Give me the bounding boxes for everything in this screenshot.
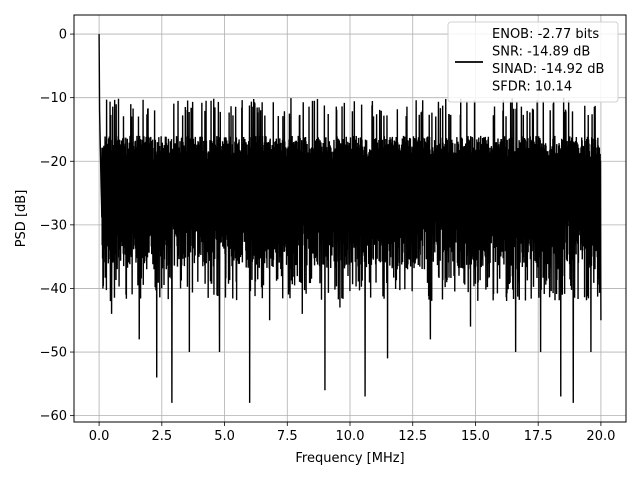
legend-entry: SINAD: -14.92 dB [492,62,604,77]
legend-box [447,21,619,103]
legend-entry: SNR: -14.89 dB [492,45,590,60]
y-tick-label: −60 [40,409,67,424]
x-axis-label: Frequency [MHz] [295,451,404,466]
y-tick-label: −40 [40,282,67,297]
x-tick-label: 17.5 [524,429,553,444]
y-axis: 0 −10 −20 −30 −40 −50 −60 [40,28,74,424]
y-axis-label: PSD [dB] [14,190,29,248]
x-tick-label: 10.0 [336,429,365,444]
x-tick-label: 2.5 [151,429,172,444]
x-tick-label: 20.0 [586,429,615,444]
x-axis: 0.0 2.5 5.0 7.5 10.0 12.5 15.0 17.5 20.0 [89,422,615,444]
x-tick-label: 15.0 [461,429,490,444]
psd-series-line [98,34,602,403]
plot-area [98,34,602,403]
y-tick-label: −50 [40,346,67,361]
x-tick-label: 7.5 [277,429,298,444]
y-tick-label: −30 [40,218,67,233]
legend-entry: SFDR: 10.14 [492,80,572,95]
legend: ENOB: -2.77 bits SNR: -14.89 dB SINAD: -14… [447,21,619,103]
x-tick-label: 12.5 [398,429,427,444]
x-tick-label: 0.0 [89,429,110,444]
y-tick-label: 0 [59,28,67,43]
x-tick-label: 5.0 [214,429,235,444]
legend-entry: ENOB: -2.77 bits [492,27,599,42]
y-tick-label: −20 [40,155,67,170]
y-tick-label: −10 [40,91,67,106]
